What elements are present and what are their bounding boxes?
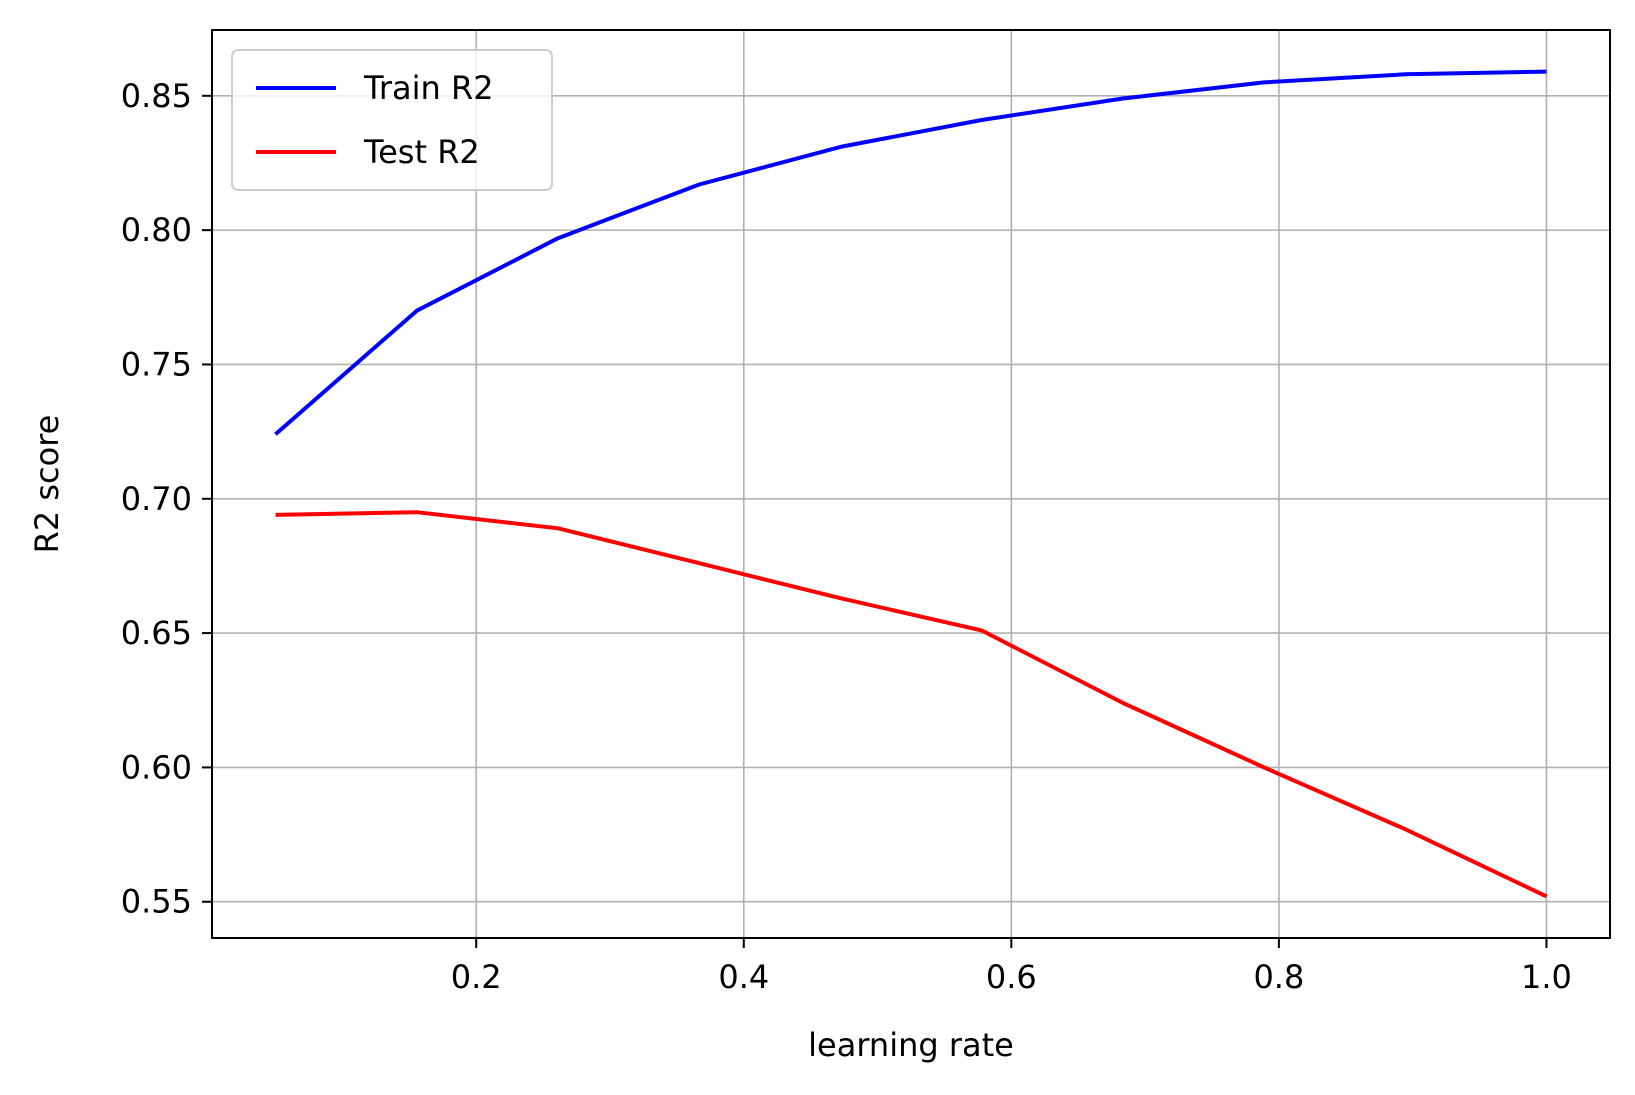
legend: Train R2 Test R2 bbox=[231, 49, 553, 191]
series-line-test bbox=[275, 510, 1548, 899]
y-tick-label: 0.70 bbox=[121, 480, 192, 518]
y-axis-label: R2 score bbox=[28, 415, 66, 554]
x-tick-label: 0.8 bbox=[1253, 958, 1304, 996]
x-tick-label: 1.0 bbox=[1521, 958, 1572, 996]
y-tick-label: 0.80 bbox=[121, 211, 192, 249]
x-axis-label: learning rate bbox=[808, 1026, 1014, 1064]
series-lines bbox=[274, 69, 1548, 899]
y-tick-label: 0.65 bbox=[121, 614, 192, 652]
x-tick-label: 0.2 bbox=[451, 958, 502, 996]
y-tick-label: 0.55 bbox=[121, 883, 192, 921]
x-axis-ticks: 0.2 0.4 0.6 0.8 1.0 bbox=[451, 938, 1572, 996]
legend-label-train: Train R2 bbox=[363, 69, 494, 107]
x-tick-label: 0.6 bbox=[986, 958, 1037, 996]
legend-label-test: Test R2 bbox=[363, 133, 480, 171]
y-axis-ticks: 0.55 0.60 0.65 0.70 0.75 0.80 0.85 bbox=[121, 77, 212, 921]
plot-area-frame bbox=[211, 29, 1611, 939]
x-tick-label: 0.4 bbox=[718, 958, 769, 996]
y-tick-label: 0.75 bbox=[121, 345, 192, 383]
y-tick-label: 0.85 bbox=[121, 77, 192, 115]
y-tick-label: 0.60 bbox=[121, 748, 192, 786]
series-line-train bbox=[274, 69, 1547, 436]
legend-box bbox=[231, 49, 553, 191]
